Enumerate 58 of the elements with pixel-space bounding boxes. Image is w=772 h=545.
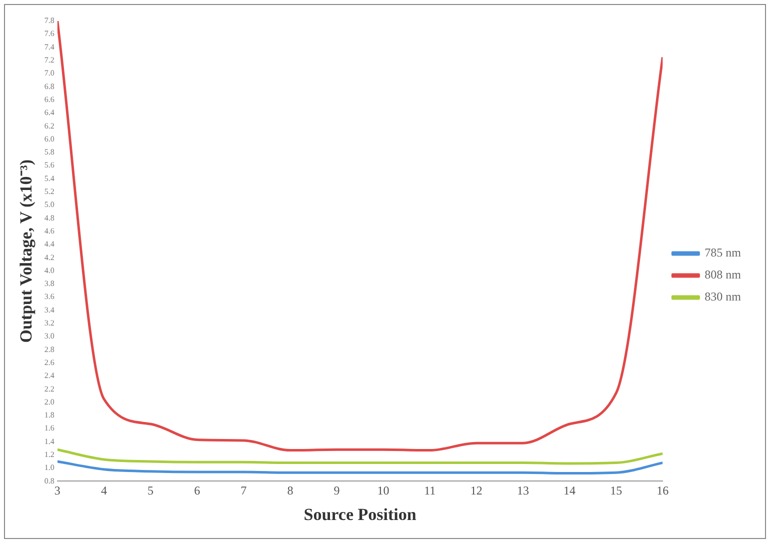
- y-tick-label: 3.0: [44, 332, 54, 341]
- y-tick-label: 2.0: [44, 397, 54, 406]
- y-tick-label: 1.2: [44, 450, 54, 459]
- legend-label: 808 nm: [704, 268, 742, 282]
- y-tick-label: 2.8: [44, 344, 54, 354]
- y-axis-title: Output Voltage, V (x10⁻³): [16, 159, 36, 343]
- x-tick-label: 6: [194, 484, 200, 498]
- y-tick-label: 1.6: [44, 424, 54, 433]
- x-axis-title: Source Position: [304, 505, 417, 524]
- y-tick-label: 4.4: [44, 240, 54, 249]
- x-tick-label: 15: [610, 484, 622, 498]
- x-tick-label: 5: [148, 484, 154, 498]
- line-series: [57, 448, 663, 465]
- y-tick-label: 5.4: [44, 174, 54, 183]
- y-tick-label: 3.2: [44, 318, 54, 328]
- y-tick-label: 6.6: [44, 94, 54, 104]
- y-tick-label: 4.0: [44, 266, 54, 275]
- x-tick-label: 16: [656, 484, 669, 498]
- y-tick-label: 6.0: [44, 134, 54, 144]
- x-tick-label: 14: [564, 484, 576, 498]
- y-tick-label: 5.6: [44, 160, 54, 170]
- x-tick-label: 12: [470, 484, 482, 498]
- y-tick-label: 3.8: [44, 279, 54, 288]
- x-tick-label: 8: [287, 484, 294, 498]
- x-tick-label: 13: [516, 484, 529, 498]
- line-series: [57, 460, 663, 475]
- y-tick-label: 5.2: [44, 187, 54, 196]
- x-tick-label: 9: [334, 484, 340, 498]
- y-tick-label: 7.2: [44, 56, 54, 65]
- y-tick-label: 6.2: [44, 121, 54, 130]
- y-tick-label: 7.8: [44, 16, 54, 26]
- y-tick-label: 1.4: [44, 436, 54, 446]
- x-tick-label: 4: [100, 484, 107, 498]
- y-tick-label: 7.4: [44, 42, 54, 52]
- y-tick-label: 5.0: [44, 200, 54, 210]
- y-tick-label: 1.0: [44, 463, 54, 472]
- x-tick-label: 11: [424, 484, 436, 498]
- y-tick-label: 6.4: [44, 108, 54, 118]
- y-tick-label: 2.4: [44, 371, 54, 380]
- y-tick-label: 4.8: [44, 213, 54, 222]
- legend-label: 830 nm: [704, 290, 742, 304]
- x-tick-label: 10: [377, 484, 390, 498]
- y-tick-label: 2.6: [44, 358, 54, 367]
- legend-label: 785 nm: [704, 246, 742, 260]
- y-tick-label: 1.8: [44, 410, 54, 420]
- y-tick-label: 4.6: [44, 226, 54, 236]
- y-tick-label: 3.4: [44, 305, 54, 314]
- y-tick-label: 7.6: [44, 29, 54, 38]
- line-series: [57, 21, 663, 452]
- y-tick-label: 6.8: [44, 82, 54, 91]
- x-tick-label: 3: [54, 484, 60, 498]
- y-tick-label: 4.2: [44, 252, 54, 262]
- y-tick-label: 2.2: [44, 384, 54, 394]
- y-tick-label: 0.8: [44, 476, 54, 486]
- y-tick-label: 3.6: [44, 292, 54, 302]
- y-tick-label: 7.0: [44, 68, 54, 78]
- y-tick-label: 5.8: [44, 148, 54, 157]
- x-tick-label: 7: [240, 484, 247, 498]
